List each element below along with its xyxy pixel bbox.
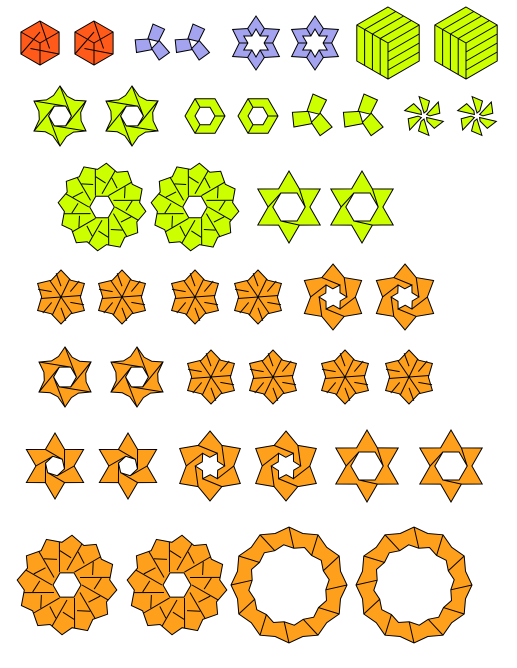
rosette-icon	[150, 162, 240, 252]
rosette-icon	[57, 162, 147, 252]
pinwheel-icon	[36, 269, 86, 325]
pinwheel-ring-icon	[38, 346, 92, 408]
triskelion-icon	[291, 93, 333, 137]
hexagon-ring-icon	[237, 98, 279, 134]
hexagram-ring-icon	[231, 15, 281, 71]
pinwheel-star-icon	[456, 95, 498, 137]
row-5	[38, 346, 434, 408]
pinwheel-ring-icon	[105, 85, 159, 147]
striped-cube-icon	[434, 6, 498, 80]
rosette-icon	[16, 534, 118, 636]
pinwheel-icon	[248, 349, 298, 405]
spiky-ring-icon	[179, 430, 241, 502]
hexagram-spiral-icon	[98, 432, 158, 500]
spiky-ring-icon	[255, 430, 317, 502]
hexagram-spiral-icon	[25, 432, 85, 500]
triskelion-icon	[174, 23, 211, 61]
row-2	[33, 85, 498, 147]
striped-cube-icon	[356, 6, 420, 80]
cube-hexagon-icon	[20, 20, 60, 66]
pinwheel-icon	[233, 269, 283, 325]
pinwheel-icon	[320, 349, 370, 405]
hexagon-ring-icon	[184, 98, 226, 134]
row-4	[36, 263, 435, 331]
zigzag-ring-icon	[230, 526, 348, 644]
pinwheel-ring-icon	[33, 85, 87, 147]
row-7	[16, 526, 473, 644]
rosette-icon	[126, 534, 228, 636]
hexagram-frame-icon	[256, 170, 322, 244]
zigzag-ring-icon	[355, 526, 473, 644]
pinwheel-icon	[170, 269, 220, 325]
pinwheel-star-icon	[403, 95, 445, 137]
spiky-ring-icon	[375, 263, 435, 331]
hexagram-frame-icon	[418, 429, 484, 503]
hexagram-frame-icon	[334, 429, 400, 503]
triskelion-icon	[342, 93, 384, 137]
row-6	[25, 429, 484, 503]
spiky-ring-icon	[303, 263, 363, 331]
pinwheel-icon	[97, 269, 147, 325]
pinwheel-icon	[384, 349, 434, 405]
row-1	[20, 6, 498, 80]
pinwheel-icon	[186, 349, 236, 405]
cube-hexagon-icon	[74, 20, 114, 66]
row-3	[57, 162, 395, 252]
hexagram-frame-icon	[329, 170, 395, 244]
hexagram-ring-icon	[290, 15, 340, 71]
tile-grid	[16, 6, 498, 644]
triskelion-icon	[134, 23, 171, 61]
pinwheel-ring-icon	[110, 346, 164, 408]
